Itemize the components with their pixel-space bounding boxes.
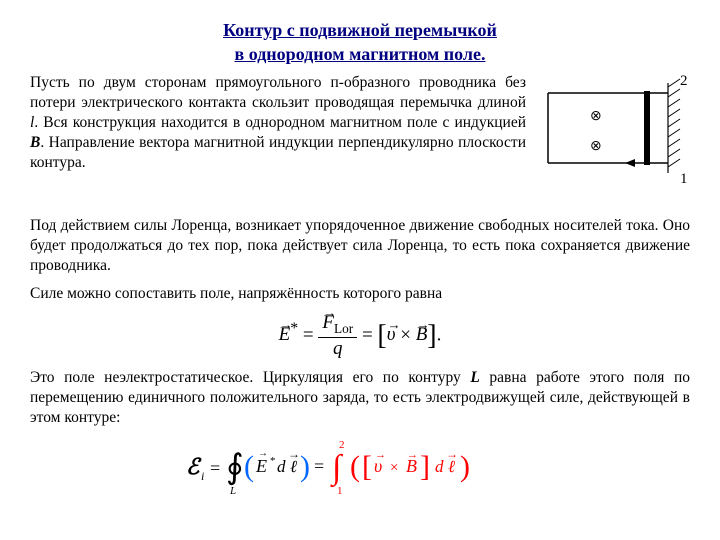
svg-text:×: × bbox=[390, 460, 398, 476]
svg-text:(: ( bbox=[244, 450, 254, 483]
sliding-bar bbox=[644, 91, 650, 165]
p3-part-a: Это поле неэлектростатическое. Циркуляци… bbox=[30, 369, 470, 386]
formula-emf: ℰ i = ∮ L ( E → * d ℓ → ) = ∫ 2 1 ( [ υ … bbox=[30, 436, 690, 503]
svg-text:→: → bbox=[258, 448, 268, 459]
velocity-arrow bbox=[625, 159, 635, 167]
svg-text:=: = bbox=[314, 456, 324, 476]
svg-text:L: L bbox=[229, 485, 236, 497]
svg-text:=: = bbox=[210, 458, 220, 478]
svg-text:1: 1 bbox=[337, 485, 343, 497]
svg-text:→: → bbox=[407, 449, 418, 461]
svg-text:∫: ∫ bbox=[330, 449, 344, 488]
svg-text:]: ] bbox=[420, 450, 430, 483]
intro-paragraph: Пусть по двум сторонам прямоугольного п-… bbox=[30, 73, 526, 174]
svg-text:*: * bbox=[270, 455, 276, 467]
intro-section: Пусть по двум сторонам прямоугольного п-… bbox=[30, 73, 690, 208]
svg-text:[: [ bbox=[362, 450, 372, 483]
svg-text:(: ( bbox=[350, 450, 360, 483]
field-symbol-1: ⊗ bbox=[590, 109, 602, 124]
document-title: Контур с подвижной перемычкой в однородн… bbox=[30, 18, 690, 67]
paragraph-3: Это поле неэлектростатическое. Циркуляци… bbox=[30, 368, 690, 428]
svg-text:→: → bbox=[375, 449, 386, 461]
diagram-label-1: 1 bbox=[680, 171, 688, 187]
svg-text:2: 2 bbox=[339, 439, 345, 451]
svg-text:∮: ∮ bbox=[226, 449, 244, 486]
svg-text:ℰ: ℰ bbox=[186, 454, 202, 479]
diagram-label-2: 2 bbox=[680, 73, 688, 89]
svg-text:d: d bbox=[277, 457, 286, 476]
svg-text:d: d bbox=[435, 457, 444, 476]
formula-efield: E* = FLor q = [υ × B]. bbox=[30, 312, 690, 360]
svg-text:): ) bbox=[300, 450, 310, 483]
svg-text:): ) bbox=[460, 450, 470, 483]
svg-text:i: i bbox=[201, 469, 204, 483]
title-line2: в однородном магнитном поле. bbox=[235, 44, 486, 64]
svg-text:→: → bbox=[288, 447, 300, 461]
svg-text:→: → bbox=[446, 447, 458, 461]
svg-text:E: E bbox=[255, 456, 267, 476]
field-symbol-2: ⊗ bbox=[590, 139, 602, 154]
diagram-svg: 2 ⊗ ⊗ 1 bbox=[540, 73, 690, 203]
circuit-diagram: 2 ⊗ ⊗ 1 bbox=[540, 73, 690, 208]
paragraph-2: Силе можно сопоставить поле, напряжённос… bbox=[30, 284, 690, 304]
title-line1: Контур с подвижной перемычкой bbox=[223, 20, 497, 40]
paragraph-1: Под действием силы Лоренца, возникает уп… bbox=[30, 216, 690, 276]
contour-L: L bbox=[470, 369, 479, 386]
